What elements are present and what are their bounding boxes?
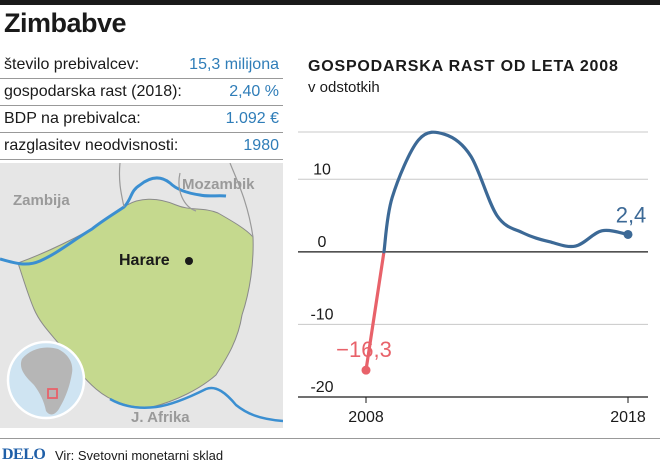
fact-value: 2,40 % — [229, 83, 279, 100]
chart-title: GOSPODARSKA RAST OD LETA 2008 — [308, 58, 619, 75]
locator-globe — [6, 340, 86, 420]
source-note: Vir: Svetovni monetarni sklad — [55, 448, 224, 463]
fact-label: BDP na prebivalca: — [4, 110, 141, 127]
fact-label: razglasitev neodvisnosti: — [4, 137, 179, 154]
fact-value: 15,3 milijona — [189, 56, 279, 73]
chart-axes: 10 0 -10 -20 2008 2018 — [298, 161, 648, 426]
series-line-positive — [382, 130, 630, 254]
fact-label: gospodarska rast (2018): — [4, 83, 182, 100]
data-point-2018 — [623, 229, 633, 239]
label-mozambique: Mozambik — [182, 176, 255, 193]
chart-series — [361, 130, 633, 375]
chart-annotations: −16,3 2,4 — [336, 202, 646, 362]
fact-row-gdp: BDP na prebivalca: 1.092 € — [0, 106, 283, 133]
zimbabwe-map: Zambija Mozambik Harare J. Afrika — [0, 163, 283, 428]
footer: DELO Vir: Svetovni monetarni sklad — [0, 438, 660, 473]
fact-row-growth: gospodarska rast (2018): 2,40 % — [0, 79, 283, 106]
fact-label: število prebivalcev: — [4, 56, 140, 73]
y-tick-label: -10 — [310, 306, 333, 323]
globe-africa — [20, 347, 73, 415]
label-zambia: Zambija — [13, 192, 70, 209]
page-title: Zimbabve — [4, 8, 127, 38]
series-line-negative — [364, 250, 386, 372]
globe-locator-box — [47, 388, 58, 399]
annotation-2018: 2,4 — [616, 202, 647, 227]
y-tick-label: -20 — [310, 379, 333, 396]
delo-logo: DELO — [2, 446, 46, 463]
limpopo-river — [109, 386, 283, 423]
fact-row-population: število prebivalcev: 15,3 milijona — [0, 52, 283, 79]
data-point-2008 — [361, 365, 371, 375]
chart-subtitle: v odstotkih — [308, 79, 380, 96]
zambezi-river — [0, 176, 227, 266]
top-rule — [0, 0, 660, 5]
fact-value: 1.092 € — [225, 110, 279, 127]
y-tick-label: 10 — [313, 161, 331, 178]
growth-chart: GOSPODARSKA RAST OD LETA 2008 v odstotki… — [298, 58, 648, 426]
label-capital: Harare — [119, 252, 170, 269]
annotation-2008: −16,3 — [336, 337, 392, 362]
y-tick-label: 0 — [318, 234, 327, 251]
footer-rule — [0, 438, 660, 439]
label-south-africa: J. Afrika — [131, 409, 190, 426]
fact-row-independence: razglasitev neodvisnosti: 1980 — [0, 133, 283, 160]
x-tick-label: 2018 — [610, 409, 646, 426]
facts-table: število prebivalcev: 15,3 milijona gospo… — [0, 52, 283, 160]
x-tick-label: 2008 — [348, 409, 384, 426]
border-line — [118, 163, 254, 238]
fact-value: 1980 — [243, 137, 279, 154]
capital-marker — [185, 257, 193, 265]
